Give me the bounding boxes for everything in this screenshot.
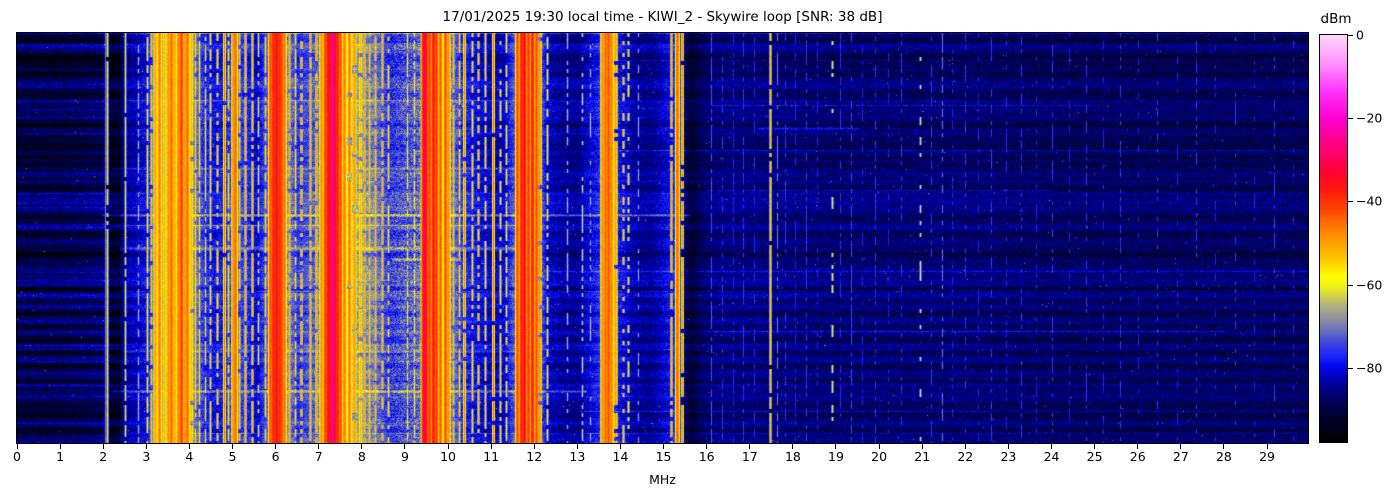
x-tick-label: 3 xyxy=(142,449,151,464)
x-tick-label: 18 xyxy=(784,449,801,464)
x-tick-mark xyxy=(232,444,234,449)
x-tick-mark xyxy=(533,444,535,449)
x-tick-mark xyxy=(964,444,966,449)
colorbar-tick-mark xyxy=(1348,367,1353,369)
x-tick-label: 12 xyxy=(526,449,543,464)
colorbar-tick-mark xyxy=(1348,284,1353,286)
colorbar-label: dBm xyxy=(1320,11,1352,27)
x-tick-mark xyxy=(404,444,406,449)
x-tick-label: 9 xyxy=(400,449,409,464)
x-tick-mark xyxy=(1266,444,1268,449)
x-tick-mark xyxy=(706,444,708,449)
x-tick-mark xyxy=(145,444,147,449)
x-tick-mark xyxy=(878,444,880,449)
x-tick-mark xyxy=(1137,444,1139,449)
x-tick-label: 21 xyxy=(914,449,931,464)
colorbar-tick-label: −40 xyxy=(1356,193,1383,209)
x-tick-label: 20 xyxy=(871,449,888,464)
x-tick-label: 16 xyxy=(698,449,715,464)
x-tick-mark xyxy=(1180,444,1182,449)
x-tick-label: 13 xyxy=(569,449,586,464)
x-tick-label: 11 xyxy=(483,449,500,464)
x-tick-label: 6 xyxy=(271,449,280,464)
x-tick-label: 24 xyxy=(1043,449,1060,464)
x-tick-label: 23 xyxy=(1000,449,1017,464)
x-tick-label: 0 xyxy=(13,449,21,464)
x-tick-mark xyxy=(490,444,492,449)
colorbar-tick-label: −80 xyxy=(1356,360,1383,376)
spectrogram-waterfall xyxy=(17,33,1308,443)
x-tick-mark xyxy=(361,444,363,449)
x-tick-label: 14 xyxy=(612,449,629,464)
x-tick-label: 15 xyxy=(655,449,672,464)
x-tick-label: 1 xyxy=(56,449,65,464)
x-tick-label: 2 xyxy=(99,449,108,464)
x-tick-mark xyxy=(447,444,449,449)
x-tick-mark xyxy=(921,444,923,449)
x-tick-label: 17 xyxy=(741,449,758,464)
x-tick-mark xyxy=(59,444,61,449)
colorbar-tick-label: −20 xyxy=(1356,110,1383,126)
x-tick-label: 19 xyxy=(828,449,844,464)
x-axis-label: MHz xyxy=(649,472,676,487)
x-tick-label: 7 xyxy=(314,449,323,464)
x-tick-mark xyxy=(16,444,18,449)
x-tick-mark xyxy=(1007,444,1009,449)
x-tick-label: 22 xyxy=(957,449,974,464)
x-tick-mark xyxy=(792,444,794,449)
chart-title: 17/01/2025 19:30 local time - KIWI_2 - S… xyxy=(442,9,883,25)
x-tick-label: 5 xyxy=(228,449,237,464)
x-tick-mark xyxy=(318,444,320,449)
x-tick-label: 8 xyxy=(357,449,366,464)
x-tick-mark xyxy=(1223,444,1225,449)
colorbar-tick-mark xyxy=(1348,118,1353,120)
x-tick-mark xyxy=(835,444,837,449)
colorbar-tick-label: −60 xyxy=(1356,277,1383,293)
x-tick-label: 27 xyxy=(1172,449,1189,464)
x-tick-label: 25 xyxy=(1086,449,1103,464)
x-tick-mark xyxy=(749,444,751,449)
x-tick-label: 10 xyxy=(440,449,456,464)
x-tick-label: 28 xyxy=(1215,449,1232,464)
x-tick-mark xyxy=(275,444,277,449)
colorbar-tick-mark xyxy=(1348,35,1353,36)
colorbar-gradient xyxy=(1320,35,1347,442)
x-tick-mark xyxy=(102,444,104,449)
x-tick-mark xyxy=(663,444,665,449)
x-tick-mark xyxy=(1051,444,1053,449)
x-tick-mark xyxy=(576,444,578,449)
plot-area xyxy=(16,32,1309,444)
colorbar xyxy=(1319,34,1348,443)
x-tick-label: 26 xyxy=(1129,449,1146,464)
x-tick-mark xyxy=(188,444,190,449)
x-tick-mark xyxy=(619,444,621,449)
colorbar-tick-label: 0 xyxy=(1356,27,1364,43)
colorbar-tick-mark xyxy=(1348,201,1353,203)
x-tick-label: 4 xyxy=(185,449,194,464)
x-tick-mark xyxy=(1094,444,1096,449)
x-tick-label: 29 xyxy=(1259,449,1275,464)
